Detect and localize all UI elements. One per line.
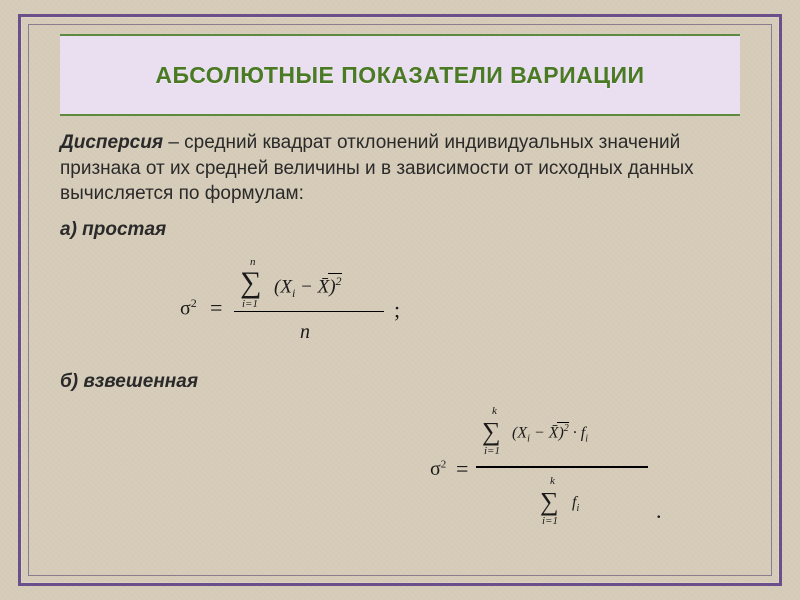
num-pow: 2 (336, 274, 342, 288)
sigma2: σ (430, 458, 441, 480)
sigma-exp: 2 (191, 296, 197, 310)
xbar-overline-1 (328, 273, 342, 274)
num-left: (X (274, 276, 292, 297)
xbar-overline-2 (557, 422, 569, 423)
numerator-expr: (Xi − X̄)2 (274, 273, 342, 301)
trailer-period: . (656, 496, 662, 526)
formula-weighted: σ2 = k ∑ i=1 (Xi − X̄)2 · fi k ∑ i=1 fi (60, 400, 740, 540)
slide: АБСОЛЮТНЫЕ ПОКАЗАТЕЛИ ВАРИАЦИИ Дисперсия… (0, 0, 800, 600)
num-mid: − X̄) (295, 276, 335, 297)
definition-paragraph: Дисперсия – средний квадрат отклонений и… (60, 130, 740, 207)
num2-fi: i (585, 434, 588, 445)
sigma2-exp: 2 (441, 459, 447, 471)
sum-lower: i=1 (242, 297, 258, 312)
slide-title: АБСОЛЮТНЫЕ ПОКАЗАТЕЛИ ВАРИАЦИИ (155, 61, 644, 90)
denominator-expr: fi (572, 492, 579, 516)
title-band: АБСОЛЮТНЫЕ ПОКАЗАТЕЛИ ВАРИАЦИИ (60, 34, 740, 116)
sigma-symbol: σ2 (180, 295, 197, 323)
sigma: σ (180, 297, 191, 319)
formula-weighted-box: σ2 = k ∑ i=1 (Xi − X̄)2 · fi k ∑ i=1 fi (430, 400, 730, 540)
sigma-symbol-2: σ2 (430, 456, 446, 483)
item-b-label: б) взвешенная (60, 369, 740, 395)
num2-dot: · f (569, 425, 585, 442)
term-dispersion: Дисперсия (60, 132, 163, 153)
fraction-bar-1 (234, 311, 384, 313)
numerator-expr-2: (Xi − X̄)2 · fi (512, 422, 588, 446)
fraction-bar-2 (476, 466, 648, 468)
num-sum-lower: i=1 (484, 444, 500, 459)
slide-body: Дисперсия – средний квадрат отклонений и… (60, 130, 740, 560)
den-fi: i (576, 503, 579, 514)
equals-sign-2: = (456, 454, 468, 484)
num2-mid: − X̄) (530, 425, 564, 442)
denominator-n: n (300, 319, 310, 346)
den-sum-lower: i=1 (542, 514, 558, 529)
trailer-semicolon: ; (394, 295, 400, 325)
num2-left: (X (512, 425, 527, 442)
equals-sign: = (210, 293, 222, 323)
item-a-label: а) простая (60, 217, 740, 243)
formula-simple: σ2 = n ∑ i=1 (Xi − X̄)2 n ; (180, 249, 740, 359)
